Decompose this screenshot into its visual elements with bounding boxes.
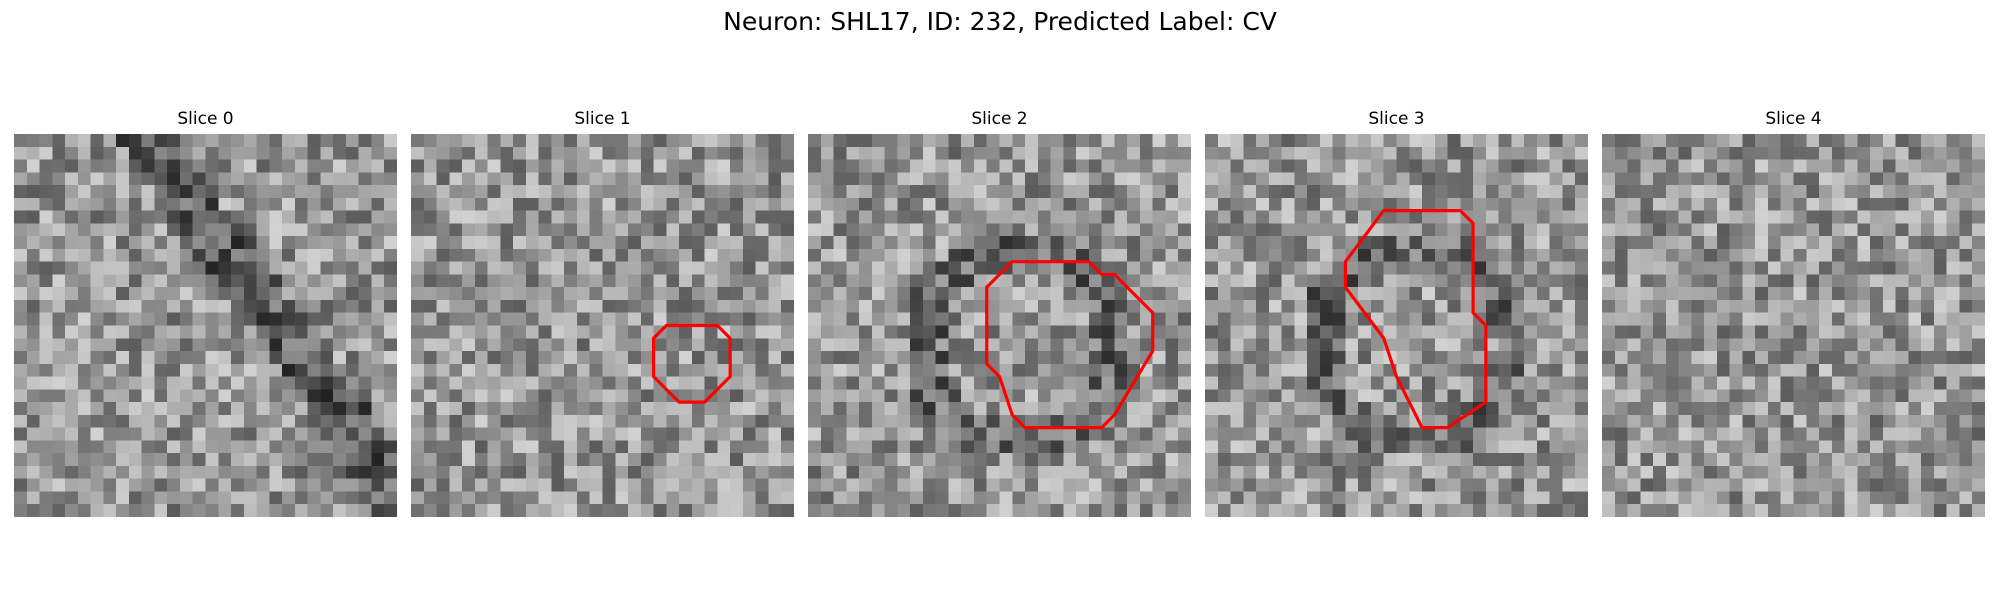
slice-title: Slice 2 [808,108,1191,130]
slice-panel-3: Slice 3 [1205,108,1588,130]
slice-image [808,134,1191,517]
slice-panel-0: Slice 0 [14,108,397,130]
slice-image [1205,134,1588,517]
slice-panel-4: Slice 4 [1602,108,1985,130]
slice-panel-1: Slice 1 [411,108,794,130]
slice-image [14,134,397,517]
slice-title: Slice 4 [1602,108,1985,130]
slice-title: Slice 0 [14,108,397,130]
slice-image [411,134,794,517]
slice-image [1602,134,1985,517]
slice-title: Slice 3 [1205,108,1588,130]
slice-panel-2: Slice 2 [808,108,1191,130]
slice-title: Slice 1 [411,108,794,130]
figure-title: Neuron: SHL17, ID: 232, Predicted Label:… [0,6,2000,38]
